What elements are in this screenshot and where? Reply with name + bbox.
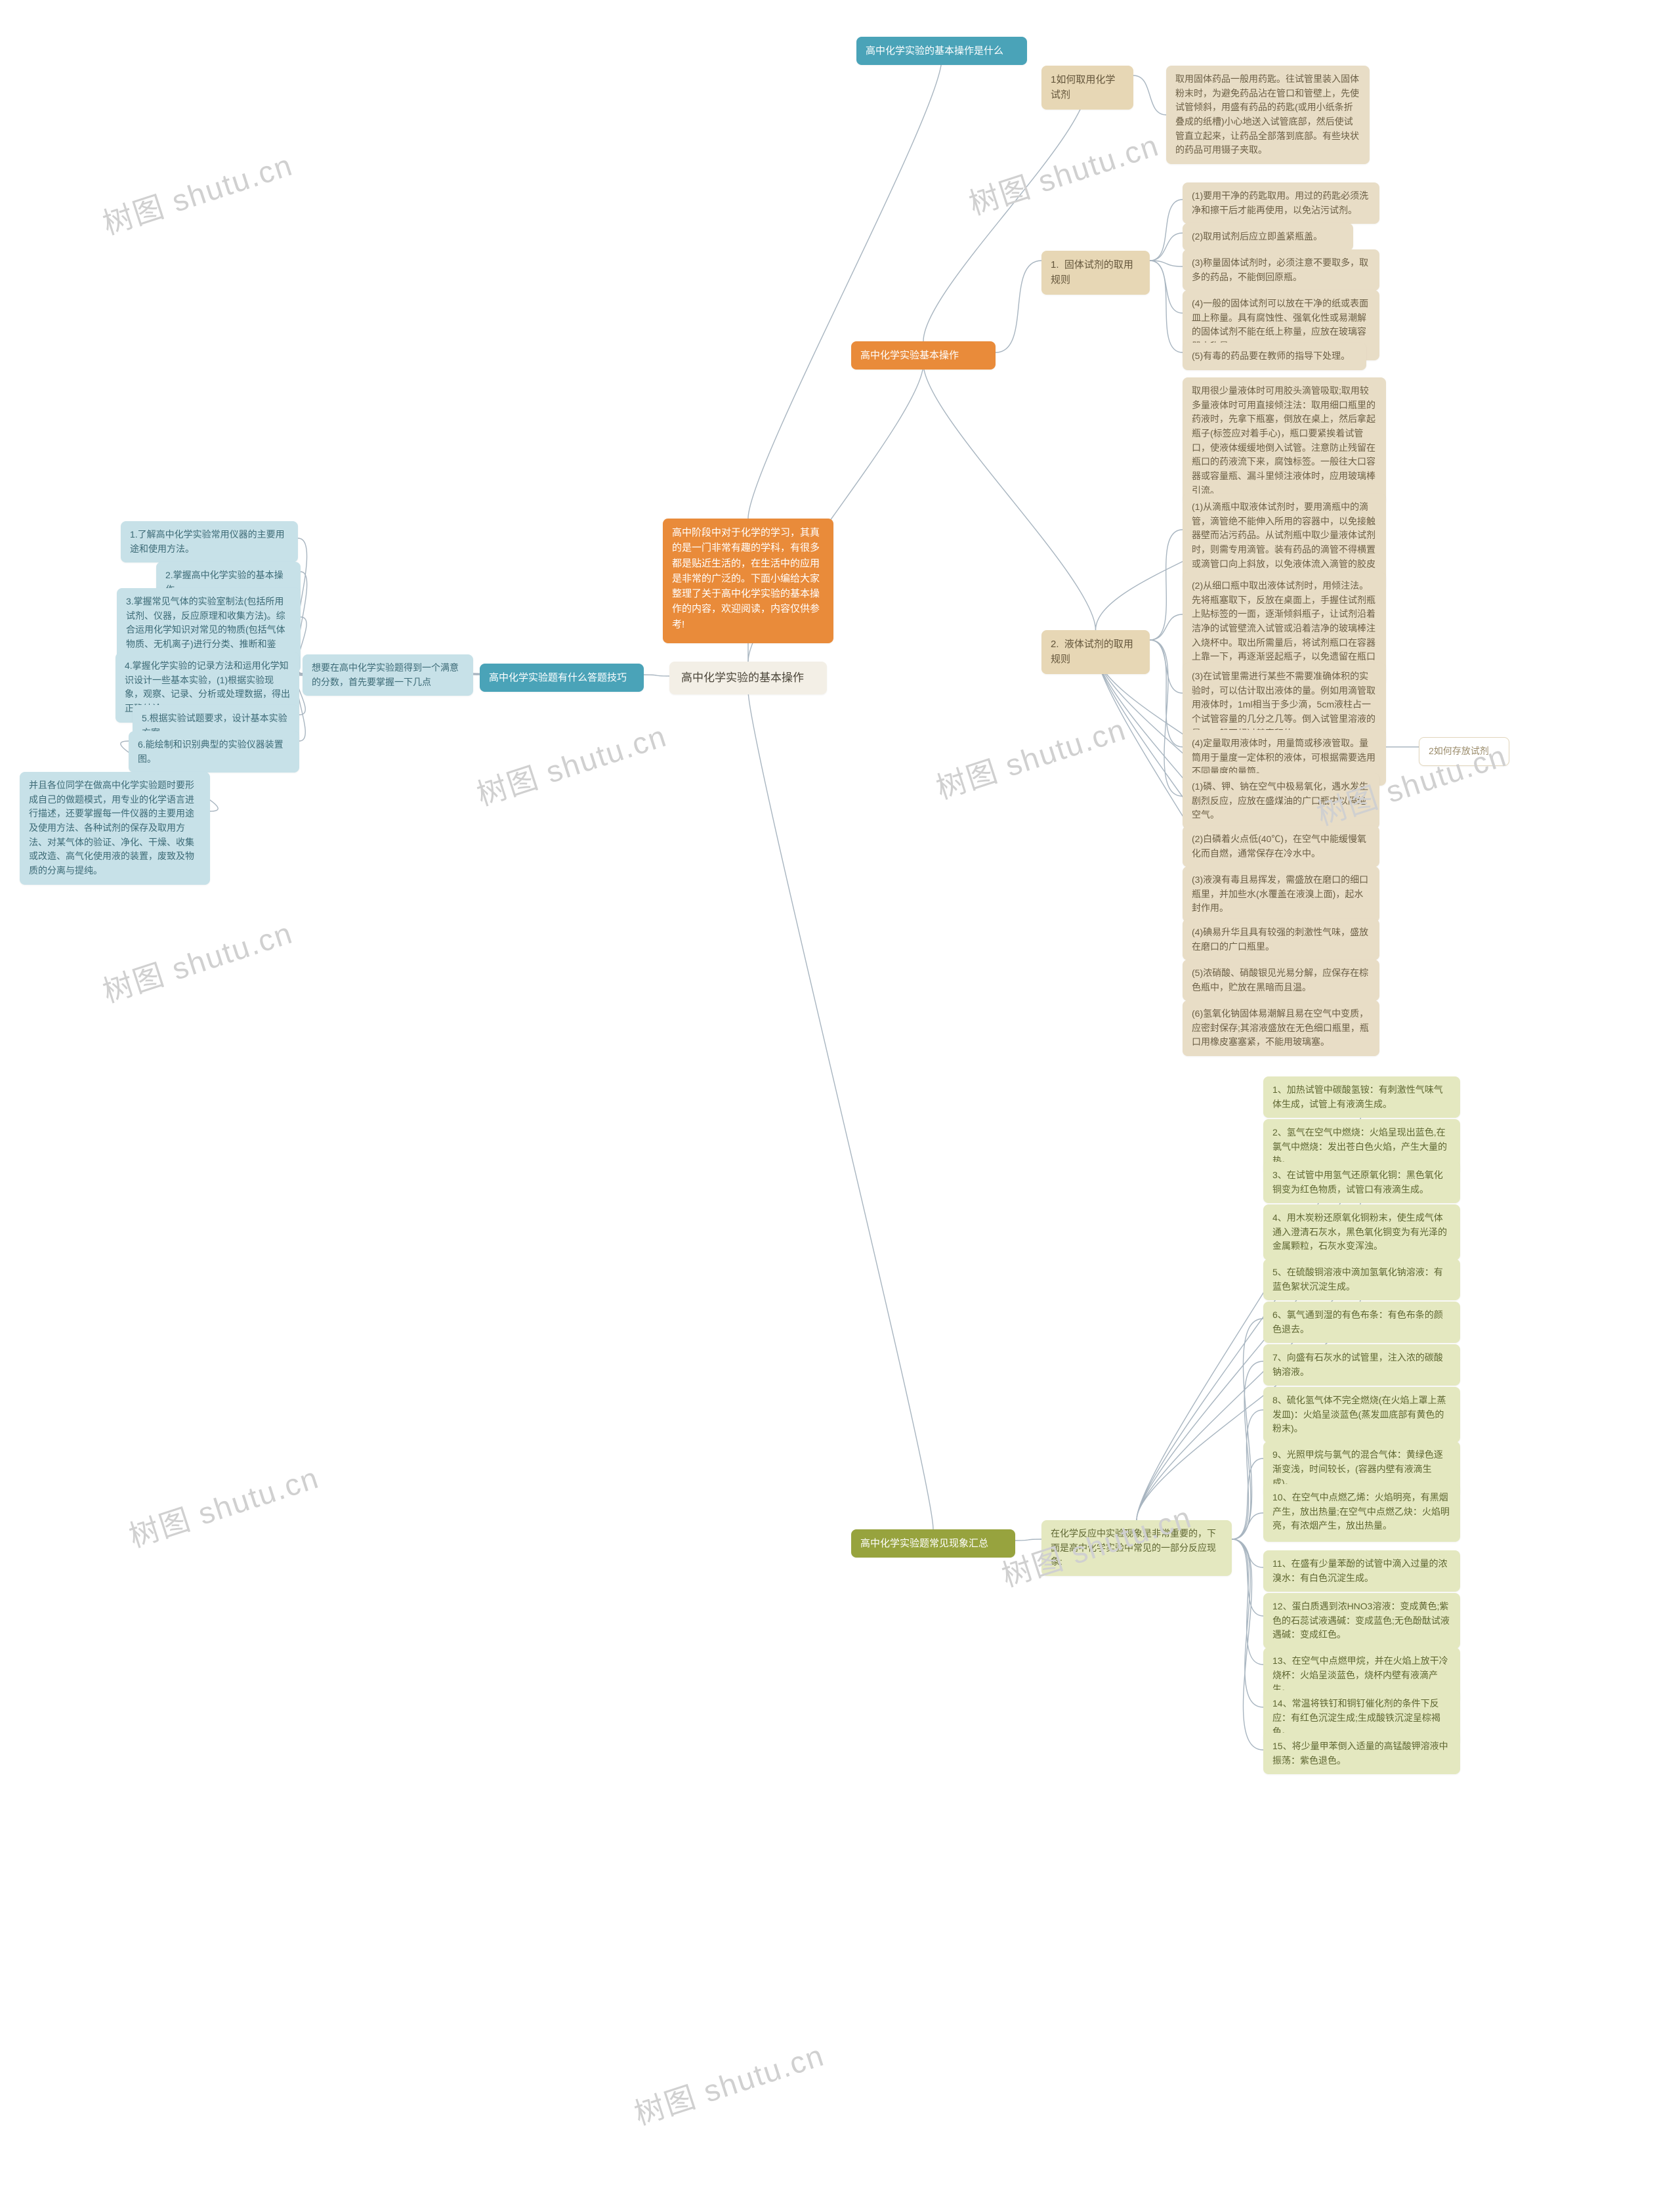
edge-s3-s3a <box>1150 530 1183 640</box>
edge-intro-b1 <box>748 59 942 519</box>
node-ex8: 8、硫化氢气体不完全燃烧(在火焰上罩上蒸发皿)：火焰呈淡蓝色(蒸发皿底部有黄色的… <box>1263 1387 1460 1443</box>
edge-s2-s2e <box>1150 261 1183 352</box>
node-ex0: 在化学反应中实验现象是非常重要的，下面是高中化学实验中常见的一部分反应现象: <box>1041 1520 1232 1576</box>
node-ex15: 15、将少量甲苯倒入适量的高锰酸钾溶液中振荡：紫色退色。 <box>1263 1733 1460 1774</box>
edge-s1-s1a <box>1133 75 1166 115</box>
node-tq1: 1.了解高中化学实验常用仪器的主要用途和使用方法。 <box>121 521 298 563</box>
node-ex11: 11、在盛有少量苯酚的试管中滴入过量的浓溴水：有白色沉淀生成。 <box>1263 1550 1460 1592</box>
edge-root-b4 <box>748 691 933 1529</box>
node-b4: 高中化学实验题常见现象汇总 <box>851 1529 1015 1558</box>
edge-ex0-ex6 <box>1232 1319 1263 1539</box>
node-s1a: 取用固体药品一般用药匙。往试管里装入固体粉末时，为避免药品沾在管口和管壁上，先使… <box>1166 66 1370 164</box>
node-tq6: 6.能绘制和识别典型的实验仪器装置图。 <box>129 731 299 773</box>
node-s2b: (2)取用试剂后应立即盖紧瓶盖。 <box>1183 223 1353 251</box>
edge-ex0-ex7 <box>1232 1361 1263 1539</box>
edge-ex0-ex11 <box>1232 1539 1263 1567</box>
edge-s2-s2b <box>1150 233 1183 261</box>
watermark: 树图 shutu.cn <box>628 2031 829 2134</box>
node-tqX: 并且各位同学在做高中化学实验题时要形成自己的做题模式，用专业的化学语言进行描述，… <box>20 772 210 885</box>
edge-s2-s2d <box>1150 261 1183 313</box>
edge-ex0-ex10 <box>1232 1513 1263 1539</box>
edge-ex0-ex8 <box>1232 1410 1263 1539</box>
node-s3g: (3)液溴有毒且易挥发，需盛放在磨口的细口瓶里，并加些水(水覆盖在液溴上面)，起… <box>1183 866 1379 922</box>
node-s3f: (2)白磷着火点低(40℃)，在空气中能缓慢氧化而自燃，通常保存在冷水中。 <box>1183 826 1379 867</box>
watermark: 树图 shutu.cn <box>471 712 671 815</box>
node-ex5: 5、在硫酸铜溶液中滴加氢氧化钠溶液：有蓝色絮状沉淀生成。 <box>1263 1259 1460 1300</box>
edge-b4-ex0 <box>1015 1539 1041 1541</box>
watermark: 树图 shutu.cn <box>123 1454 324 1556</box>
node-intro: 高中阶段中对于化学的学习，其真的是一门非常有趣的学科，有很多都是贴近生活的，在生… <box>663 519 833 643</box>
node-s3h: (4)碘易升华且具有较强的刺激性气味，盛放在磨口的广口瓶里。 <box>1183 919 1379 960</box>
node-b2: 高中化学实验基本操作 <box>851 341 996 370</box>
watermark: 树图 shutu.cn <box>96 909 297 1011</box>
edge-ex0-ex12 <box>1232 1539 1263 1616</box>
edge-s2-s2c <box>1150 261 1183 266</box>
edge-s3-s3b <box>1150 614 1183 640</box>
edge-root-b3 <box>644 675 669 676</box>
node-s2: 1. 固体试剂的取用规则 <box>1041 251 1150 295</box>
node-ex4: 4、用木炭粉还原氧化铜粉末，使生成气体通入澄清石灰水，黑色氧化铜变为有光泽的金属… <box>1263 1204 1460 1260</box>
node-ex3: 3、在试管中用氢气还原氧化铜：黑色氧化铜变为红色物质，试管口有液滴生成。 <box>1263 1162 1460 1203</box>
edge-s2-s2a <box>1150 200 1183 261</box>
edge-ex0-ex13 <box>1232 1539 1263 1665</box>
edge-ex0-ex9 <box>1232 1458 1263 1539</box>
node-s3j: (6)氢氧化钠固体易潮解且易在空气中变质，应密封保存;其溶液盛放在无色细口瓶里，… <box>1183 1000 1379 1056</box>
node-tq: 想要在高中化学实验题得到一个满意的分数，首先要掌握一下几点 <box>303 654 473 696</box>
watermark: 树图 shutu.cn <box>930 706 1131 808</box>
node-s3e: (1)磷、钾、钠在空气中极易氧化，遇水发生剧烈反应，应放在盛煤油的广口瓶中以隔绝… <box>1183 773 1379 829</box>
node-s3i: (5)浓硝酸、硝酸银见光易分解，应保存在棕色瓶中，贮放在黑暗而且温。 <box>1183 960 1379 1001</box>
edge-b2-s3 <box>923 364 1096 630</box>
edge-s3-s3d <box>1150 640 1183 747</box>
node-s3p: 取用很少量液体时可用胶头滴管吸取;取用较多量液体时可用直接倾注法：取用细口瓶里的… <box>1183 377 1386 505</box>
node-s2c: (3)称量固体试剂时，必须注意不要取多，取多的药品，不能倒回原瓶。 <box>1183 249 1379 291</box>
node-s3: 2. 液体试剂的取用规则 <box>1041 630 1150 674</box>
node-s2e: (5)有毒的药品要在教师的指导下处理。 <box>1183 343 1366 370</box>
node-s1: 1如何取用化学试剂 <box>1041 66 1133 110</box>
edge-b2-s2 <box>996 261 1041 352</box>
node-s3dR: 2如何存放试剂 <box>1419 737 1509 766</box>
node-ex10: 10、在空气中点燃乙烯：火焰明亮，有黑烟产生，放出热量;在空气中点燃乙炔：火焰明… <box>1263 1484 1460 1542</box>
node-b3: 高中化学实验题有什么答题技巧 <box>480 664 644 692</box>
node-ex6: 6、氯气通到湿的有色布条：有色布条的颜色退去。 <box>1263 1302 1460 1343</box>
watermark: 树图 shutu.cn <box>96 141 297 244</box>
edge-s3-s3e <box>1150 640 1183 796</box>
edge-ex0-ex15 <box>1232 1539 1263 1750</box>
node-b1: 高中化学实验的基本操作是什么 <box>856 37 1027 65</box>
node-ex12: 12、蛋白质遇到浓HNO3溶液：变成黄色;紫色的石蕊试液遇碱：变成蓝色;无色酚酞… <box>1263 1593 1460 1649</box>
node-root: 高中化学实验的基本操作 <box>669 662 827 694</box>
edge-s3-s3c <box>1150 640 1183 693</box>
watermark: 树图 shutu.cn <box>963 121 1164 224</box>
node-s2a: (1)要用干净的药匙取用。用过的药匙必须洗净和擦干后才能再使用，以免沾污试剂。 <box>1183 182 1379 224</box>
node-ex7: 7、向盛有石灰水的试管里，注入浓的碳酸钠溶液。 <box>1263 1344 1460 1386</box>
edge-b2-s1 <box>923 85 1087 341</box>
edge-ex0-ex14 <box>1232 1539 1263 1707</box>
edge-b3-tq <box>473 673 480 675</box>
node-ex1: 1、加热试管中碳酸氢铵：有刺激性气味气体生成，试管上有液滴生成。 <box>1263 1076 1460 1118</box>
